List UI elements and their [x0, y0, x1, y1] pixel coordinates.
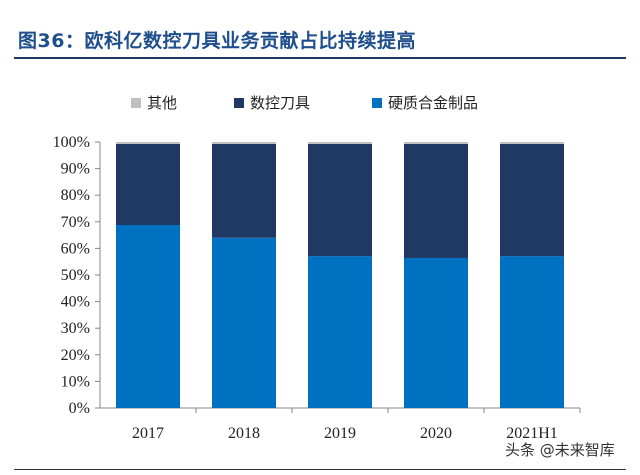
bar-other: [212, 142, 276, 144]
x-tick-label: 2020: [420, 425, 452, 442]
bar-carbide: [116, 224, 180, 408]
legend: 其他 数控刀具 硬质合金制品: [0, 92, 640, 116]
bar-cnc-tools: [116, 143, 180, 225]
bar-other: [116, 142, 180, 144]
x-tick-label: 2019: [324, 425, 356, 442]
bar-carbide: [308, 256, 372, 408]
bottom-divider: [14, 469, 626, 470]
legend-item-cnc-tools: 数控刀具: [234, 92, 310, 113]
bar-carbide: [404, 257, 468, 408]
y-tick-label: 90%: [61, 161, 90, 178]
legend-item-other: 其他: [131, 92, 177, 113]
y-tick-label: 0%: [69, 400, 90, 417]
bar-cnc-tools: [500, 143, 564, 257]
bar-cnc-tools: [212, 143, 276, 238]
bar-carbide: [212, 237, 276, 408]
y-tick-label: 80%: [61, 187, 90, 204]
legend-swatch-carbide: [372, 97, 382, 108]
y-tick-label: 60%: [61, 240, 90, 257]
legend-label-cnc-tools: 数控刀具: [250, 94, 311, 112]
y-tick-label: 10%: [61, 373, 90, 390]
bar-other: [308, 142, 372, 144]
watermark: 头条 @未来智库: [505, 441, 615, 459]
y-tick-label: 100%: [53, 134, 90, 151]
bar-carbide: [500, 256, 564, 408]
bar-other: [404, 142, 468, 144]
legend-swatch-cnc-tools: [234, 97, 244, 108]
chart-title: 图36：欧科亿数控刀具业务贡献占比持续提高: [18, 30, 416, 52]
y-tick-label: 50%: [61, 267, 90, 284]
x-tick-label: 2018: [228, 425, 260, 442]
legend-item-carbide: 硬质合金制品: [372, 92, 478, 113]
legend-swatch-other: [131, 97, 141, 108]
title-divider: [14, 57, 626, 59]
bar-other: [500, 142, 564, 144]
x-tick-label: 2017: [132, 425, 164, 442]
bar-cnc-tools: [404, 143, 468, 258]
y-tick-label: 70%: [61, 214, 90, 231]
legend-label-carbide: 硬质合金制品: [388, 94, 479, 112]
legend-label-other: 其他: [147, 94, 178, 112]
y-tick-label: 40%: [61, 294, 90, 311]
y-tick-label: 20%: [61, 347, 90, 364]
bar-cnc-tools: [308, 143, 372, 257]
x-tick-label: 2021H1: [506, 425, 558, 442]
y-tick-label: 30%: [61, 320, 90, 337]
